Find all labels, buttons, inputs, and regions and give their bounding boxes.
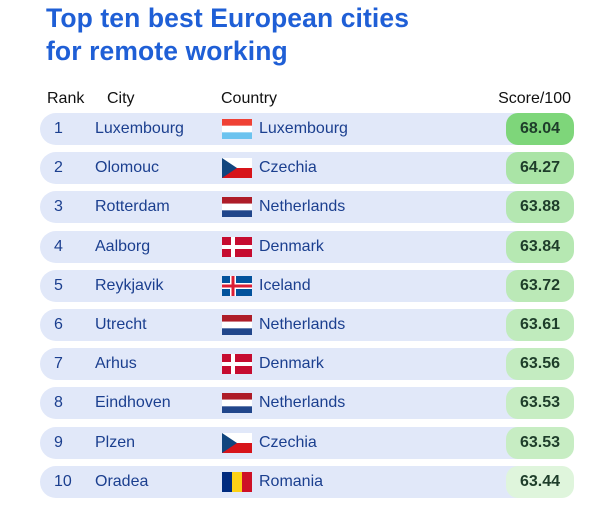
country-cell: Netherlands xyxy=(259,198,346,216)
country-cell: Romania xyxy=(259,472,324,490)
country-cell: Denmark xyxy=(259,237,324,255)
country-cell: Luxembourg xyxy=(259,120,348,137)
title-line-1: Top ten best European cities xyxy=(46,3,410,33)
denmark-flag-icon xyxy=(222,236,252,257)
score-cell: 63.53 xyxy=(506,426,574,459)
city-cell: Reykjavik xyxy=(95,276,164,294)
rank-cell: 10 xyxy=(54,472,72,490)
netherlands-flag-icon xyxy=(222,197,252,218)
rank-cell: 4 xyxy=(54,237,63,255)
denmark-flag-icon xyxy=(222,354,252,375)
city-cell: Rotterdam xyxy=(95,198,170,216)
score-cell: 64.27 xyxy=(506,152,574,185)
score-cell: 63.84 xyxy=(506,230,574,263)
czechia-flag-icon xyxy=(222,432,252,453)
city-cell: Aalborg xyxy=(95,237,151,255)
rank-cell: 2 xyxy=(54,159,63,177)
czechia-flag-icon xyxy=(222,158,252,179)
table-row: 6 Utrecht Netherlands 63.61 xyxy=(40,309,574,341)
score-cell: 63.44 xyxy=(506,465,574,498)
city-cell: Arhus xyxy=(95,355,137,373)
country-cell: Iceland xyxy=(259,276,311,294)
netherlands-flag-icon xyxy=(222,393,252,414)
table-row: 5 Reykjavik Iceland 63.72 xyxy=(40,269,574,302)
score-cell: 63.61 xyxy=(506,309,574,341)
score-cell: 63.88 xyxy=(506,191,574,224)
table-row: 1 Luxembourg Luxembourg 68.04 xyxy=(40,113,574,145)
table-row: 10 Oradea Romania 63.44 xyxy=(40,465,574,498)
luxembourg-flag-icon xyxy=(222,119,252,139)
rank-cell: 1 xyxy=(54,120,63,137)
header-rank: Rank xyxy=(47,90,85,107)
city-cell: Eindhoven xyxy=(95,394,171,412)
city-cell: Oradea xyxy=(95,472,149,490)
score-cell: 68.04 xyxy=(506,113,574,145)
city-cell: Utrecht xyxy=(95,316,147,333)
country-cell: Netherlands xyxy=(259,316,346,333)
rank-cell: 5 xyxy=(54,276,63,294)
title-line-2: for remote working xyxy=(46,36,288,66)
rank-cell: 6 xyxy=(54,316,63,333)
netherlands-flag-icon xyxy=(222,315,252,335)
header-country: Country xyxy=(221,90,278,107)
score-cell: 63.72 xyxy=(506,269,574,302)
iceland-flag-icon xyxy=(222,275,252,296)
table-row: 4 Aalborg Denmark 63.84 xyxy=(40,230,574,263)
header-score: Score/100 xyxy=(498,90,571,107)
city-cell: Luxembourg xyxy=(95,120,184,137)
table-row: 7 Arhus Denmark 63.56 xyxy=(40,348,574,381)
rank-cell: 8 xyxy=(54,394,63,412)
rank-cell: 3 xyxy=(54,198,63,216)
header-city: City xyxy=(107,90,135,107)
chart-title: Top ten best European cities for remote … xyxy=(46,2,409,68)
score-cell: 63.53 xyxy=(506,387,574,420)
table-header: Rank City Country Score/100 xyxy=(0,90,601,110)
rank-cell: 7 xyxy=(54,355,63,373)
table-row: 3 Rotterdam Netherlands 63.88 xyxy=(40,191,574,224)
rank-cell: 9 xyxy=(54,433,63,451)
country-cell: Netherlands xyxy=(259,394,346,412)
romania-flag-icon xyxy=(222,471,252,492)
table-row: 9 Plzen Czechia 63.53 xyxy=(40,426,574,459)
score-cell: 63.56 xyxy=(506,348,574,381)
table-row: 8 Eindhoven Netherlands 63.53 xyxy=(40,387,574,420)
table-row: 2 Olomouc Czechia 64.27 xyxy=(40,152,574,185)
city-cell: Olomouc xyxy=(95,159,160,177)
country-cell: Czechia xyxy=(259,159,317,177)
country-cell: Denmark xyxy=(259,355,324,373)
country-cell: Czechia xyxy=(259,433,317,451)
city-cell: Plzen xyxy=(95,433,136,451)
